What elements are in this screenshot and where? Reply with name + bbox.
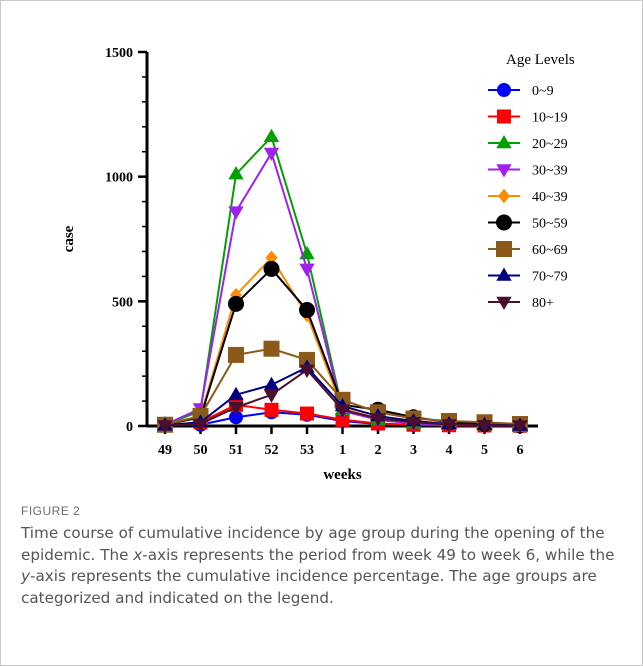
- data-point: [265, 250, 278, 265]
- legend-marker: [496, 134, 512, 149]
- y-tick-label: 1000: [105, 171, 133, 186]
- line-chart: 0 500 1000 1500 49 50 51 52 53 1 2 3 4 5 6 weeks case Age…: [61, 46, 575, 483]
- data-point: [263, 260, 280, 277]
- x-tick-label: 50: [194, 443, 208, 458]
- legend-label: 40~39: [532, 190, 568, 205]
- x-tick-label: 6: [517, 443, 524, 458]
- data-point: [405, 417, 422, 431]
- data-point: [263, 147, 280, 162]
- figure-caption: Time course of cumulative incidence by a…: [21, 524, 615, 607]
- data-point: [370, 413, 386, 427]
- data-point: [512, 420, 528, 434]
- y-tick-label: 0: [126, 420, 133, 435]
- data-point: [300, 406, 314, 421]
- legend-item: 80+: [488, 296, 554, 311]
- legend-label: 0~9: [532, 84, 554, 99]
- series-8: [157, 364, 528, 434]
- x-tick-label: 5: [481, 443, 488, 458]
- data-point: [228, 402, 244, 416]
- legend-item: 70~79: [488, 267, 568, 285]
- x-axis-title: weeks: [323, 467, 361, 483]
- x-tick-label: 2: [375, 443, 382, 458]
- legend-label: 20~29: [532, 137, 568, 152]
- x-tick-label: 51: [229, 443, 243, 458]
- legend-marker: [496, 164, 512, 178]
- data-point: [263, 128, 280, 143]
- data-point: [192, 418, 209, 433]
- legend-label: 30~39: [532, 164, 568, 179]
- data-point: [299, 263, 315, 277]
- series-line: [164, 134, 521, 427]
- x-tick-label: 49: [158, 443, 172, 458]
- data-point: [263, 389, 280, 403]
- data-point: [157, 420, 173, 434]
- data-point: [263, 376, 280, 391]
- legend-marker: [496, 267, 512, 281]
- legend-marker: [496, 214, 512, 231]
- legend-marker: [498, 188, 510, 204]
- x-tick-label: 4: [446, 443, 453, 458]
- data-point: [335, 412, 350, 427]
- legend-item: 30~39: [488, 164, 568, 179]
- data-point: [228, 346, 244, 363]
- legend-marker: [496, 296, 512, 311]
- legend-item: 40~39: [488, 188, 568, 205]
- x-tick-label: 53: [300, 443, 314, 458]
- data-point: [229, 410, 243, 425]
- x-tick-label: 3: [410, 443, 417, 458]
- data-point: [228, 166, 244, 180]
- legend-item: 50~59: [488, 214, 568, 232]
- data-point: [476, 420, 493, 434]
- legend-label: 60~69: [532, 243, 568, 258]
- legend-label: 70~79: [532, 270, 568, 285]
- data-point: [299, 364, 315, 378]
- series-3: [157, 147, 528, 434]
- legend-label: 80+: [532, 296, 554, 311]
- figure-label: FIGURE 2: [21, 504, 81, 518]
- y-axis-title: case: [61, 225, 77, 252]
- data-point: [228, 295, 244, 312]
- data-point: [299, 302, 315, 319]
- legend-item: 10~19: [488, 109, 568, 126]
- x-tick-label: 1: [339, 443, 346, 458]
- legend-marker: [497, 83, 511, 97]
- legend-item: 0~9: [488, 83, 554, 99]
- series-2: [157, 128, 528, 431]
- y-tick-label: 1500: [105, 46, 133, 61]
- legend-item: 60~69: [488, 241, 568, 258]
- legend-label: 10~19: [532, 111, 568, 126]
- data-point: [441, 419, 457, 433]
- x-tick-label: 52: [265, 443, 279, 458]
- y-tick-label: 500: [112, 295, 133, 310]
- data-point: [264, 402, 279, 417]
- data-point: [334, 404, 351, 418]
- legend-item: 20~29: [488, 134, 568, 152]
- legend-marker: [497, 109, 511, 124]
- data-point: [228, 386, 244, 401]
- legend-title: Age Levels: [506, 52, 575, 68]
- legend-marker: [496, 241, 512, 257]
- legend-label: 50~59: [532, 217, 568, 232]
- data-point: [263, 340, 280, 357]
- data-point: [228, 206, 244, 220]
